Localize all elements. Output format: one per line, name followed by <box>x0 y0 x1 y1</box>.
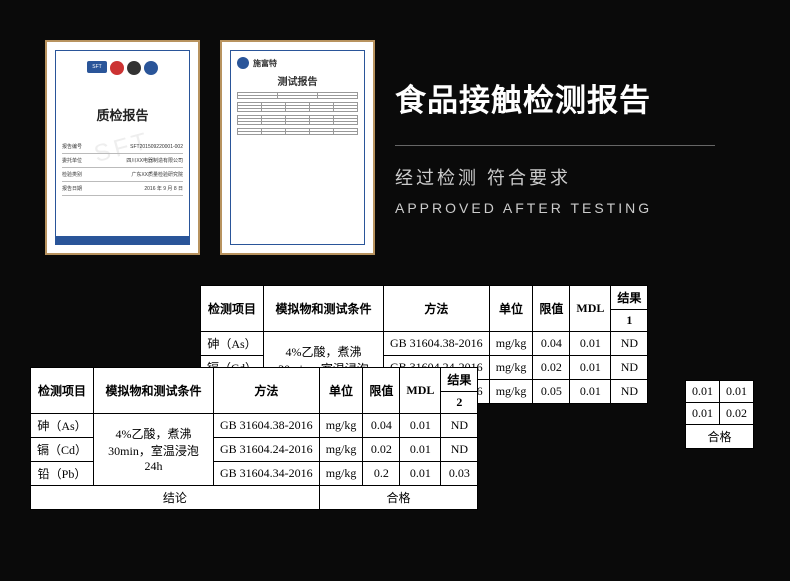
cell: mg/kg <box>319 462 363 486</box>
cell: ND <box>611 332 648 356</box>
cell: 0.02 <box>533 356 570 380</box>
t1-h-method: 方法 <box>384 286 490 332</box>
cell: 4%乙酸，煮沸 30min，室温浸泡 24h <box>94 414 214 486</box>
t1-h-unit: 单位 <box>489 286 533 332</box>
certificate-2: 施富特 测试报告 <box>220 40 375 255</box>
cell: 0.02 <box>363 438 400 462</box>
cell: 0.01 <box>570 332 611 356</box>
cell: 0.01 <box>720 381 754 403</box>
t2-conclusion-value: 合格 <box>319 486 478 510</box>
t2-h-cond: 模拟物和测试条件 <box>94 368 214 414</box>
cert1-title: 质检报告 <box>62 105 183 124</box>
cell: mg/kg <box>319 438 363 462</box>
cell: 砷（As） <box>201 332 264 356</box>
t2-h-result: 结果 <box>441 368 478 392</box>
cell: GB 31604.38-2016 <box>214 414 320 438</box>
t1-h-cond: 模拟物和测试条件 <box>264 286 384 332</box>
cert1-footer-bar <box>56 236 189 244</box>
t2-h-mdl: MDL <box>400 368 441 414</box>
cert1-label3: 检验类别 <box>62 170 82 180</box>
cell: GB 31604.24-2016 <box>214 438 320 462</box>
cell: 0.04 <box>363 414 400 438</box>
cell: mg/kg <box>489 332 533 356</box>
cell: ND <box>611 356 648 380</box>
t2-h-limit: 限值 <box>363 368 400 414</box>
results-table-2: 检测项目 模拟物和测试条件 方法 单位 限值 MDL 结果 2 砷（As） 4%… <box>30 367 478 510</box>
cert1-label1: 报告编号 <box>62 142 82 152</box>
cell: ND <box>441 414 478 438</box>
cell: 0.01 <box>686 381 720 403</box>
t1-h-result: 结果 <box>611 286 648 310</box>
cell: 0.01 <box>400 462 441 486</box>
divider-line <box>395 145 715 146</box>
cert2-logo-icon <box>237 57 249 69</box>
cell: ND <box>441 438 478 462</box>
cell: 0.01 <box>570 380 611 404</box>
t2-h-method: 方法 <box>214 368 320 414</box>
english-heading: APPROVED AFTER TESTING <box>395 200 760 216</box>
cell: 0.2 <box>363 462 400 486</box>
cell: 0.03 <box>441 462 478 486</box>
cell: GB 31604.38-2016 <box>384 332 490 356</box>
cert1-label4: 报告日期 <box>62 184 82 194</box>
cert1-val3: 广东XX质量检验研究院 <box>131 170 183 180</box>
sub-heading: 经过检测 符合要求 <box>395 164 760 190</box>
t2-h-item: 检测项目 <box>31 368 94 414</box>
t1-h-limit: 限值 <box>533 286 570 332</box>
t1-h-mdl: MDL <box>570 286 611 332</box>
t2-h-unit: 单位 <box>319 368 363 414</box>
cert1-label2: 委托单位 <box>62 156 82 166</box>
cell: mg/kg <box>489 356 533 380</box>
cert1-val4: 2016 年 9 月 8 日 <box>144 184 183 194</box>
cell: 0.01 <box>686 403 720 425</box>
certificate-1: SFT SFT 质检报告 报告编号SFT201509220001-002 委托单… <box>45 40 200 255</box>
cert1-val2: 四川XX电器制造有限公司 <box>126 156 183 166</box>
table-row: 砷（As） 4%乙酸，煮沸 30min，室温浸泡 24h GB 31604.38… <box>201 332 648 356</box>
cell: 砷（As） <box>31 414 94 438</box>
t1-h-item: 检测项目 <box>201 286 264 332</box>
table-row: 砷（As） 4%乙酸，煮沸 30min，室温浸泡 24h GB 31604.38… <box>31 414 478 438</box>
cell: GB 31604.34-2016 <box>214 462 320 486</box>
cert2-body <box>237 92 358 135</box>
t1-h-result-sub: 1 <box>611 310 648 332</box>
cell: 镉（Cd） <box>31 438 94 462</box>
t2-h-result-sub: 2 <box>441 392 478 414</box>
cell: 0.02 <box>720 403 754 425</box>
cell: 0.05 <box>533 380 570 404</box>
cell: mg/kg <box>319 414 363 438</box>
cell: 0.01 <box>400 414 441 438</box>
cert2-brand: 施富特 <box>253 58 277 69</box>
t2-conclusion-label: 结论 <box>31 486 320 510</box>
cell: 铅（Pb） <box>31 462 94 486</box>
cell: 0.01 <box>570 356 611 380</box>
main-heading: 食品接触检测报告 <box>395 75 760 120</box>
cell: ND <box>611 380 648 404</box>
cert2-title: 测试报告 <box>237 73 358 88</box>
cert1-val1: SFT201509220001-002 <box>130 142 183 152</box>
cell: 合格 <box>686 425 754 449</box>
cell: 0.04 <box>533 332 570 356</box>
cell: mg/kg <box>489 380 533 404</box>
results-table-3: 0.010.01 0.010.02 合格 <box>685 380 754 449</box>
cell: 0.01 <box>400 438 441 462</box>
